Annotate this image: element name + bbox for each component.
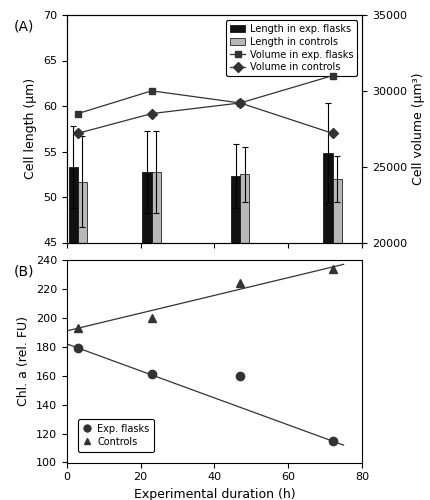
X-axis label: Experimental duration (h): Experimental duration (h) [133,488,295,500]
Bar [240,174,249,242]
Bar [322,154,332,242]
Text: (A): (A) [14,20,34,34]
Bar [78,182,87,242]
Legend: Length in exp. flasks, Length in controls, Volume in exp. flasks, Volume in cont: Length in exp. flasks, Length in control… [226,20,356,76]
Y-axis label: Cell length (μm): Cell length (μm) [25,78,37,180]
Y-axis label: Chl. a (rel. FU): Chl. a (rel. FU) [17,316,30,406]
Text: (B): (B) [14,264,34,278]
Bar [151,172,160,242]
Legend: Exp. flasks, Controls: Exp. flasks, Controls [77,419,154,452]
Bar [142,172,151,242]
Bar [332,179,341,242]
Bar [68,167,78,242]
Y-axis label: Cell volume (μm³): Cell volume (μm³) [412,72,424,185]
Bar [230,176,240,242]
